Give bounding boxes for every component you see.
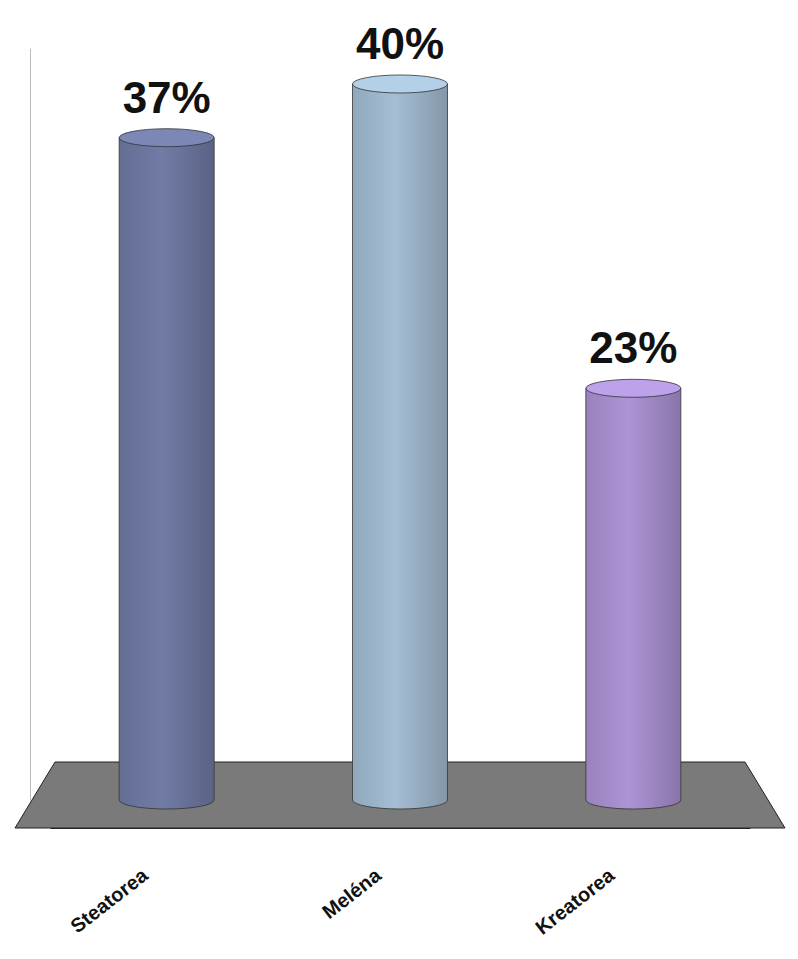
x-axis-line (51, 828, 751, 829)
tick-label: Steatorea (66, 863, 152, 937)
data-label: 23% (589, 323, 677, 372)
data-label: 37% (123, 73, 211, 122)
data-label: 40% (356, 19, 444, 68)
bar-cap (353, 75, 448, 93)
tick: Meléna (318, 828, 401, 923)
bar (119, 138, 214, 809)
tick-label: Meléna (318, 863, 386, 923)
bar (353, 84, 448, 809)
tick: Kreatorea (531, 828, 634, 939)
tick-label: Kreatorea (531, 863, 619, 938)
chart: 37% 40% 23% Steatorea Meléna Kreatorea (0, 0, 798, 959)
tick: Steatorea (66, 828, 167, 937)
bar-cap (586, 379, 681, 397)
bars (119, 75, 681, 809)
bar (586, 388, 681, 809)
bar-cap (119, 129, 214, 147)
y-axis (30, 49, 31, 801)
y-axis-line (30, 49, 31, 801)
bar-group (353, 75, 448, 809)
bar-group (119, 129, 214, 809)
x-axis: Steatorea Meléna Kreatorea (51, 828, 751, 939)
bar-group (586, 379, 681, 809)
